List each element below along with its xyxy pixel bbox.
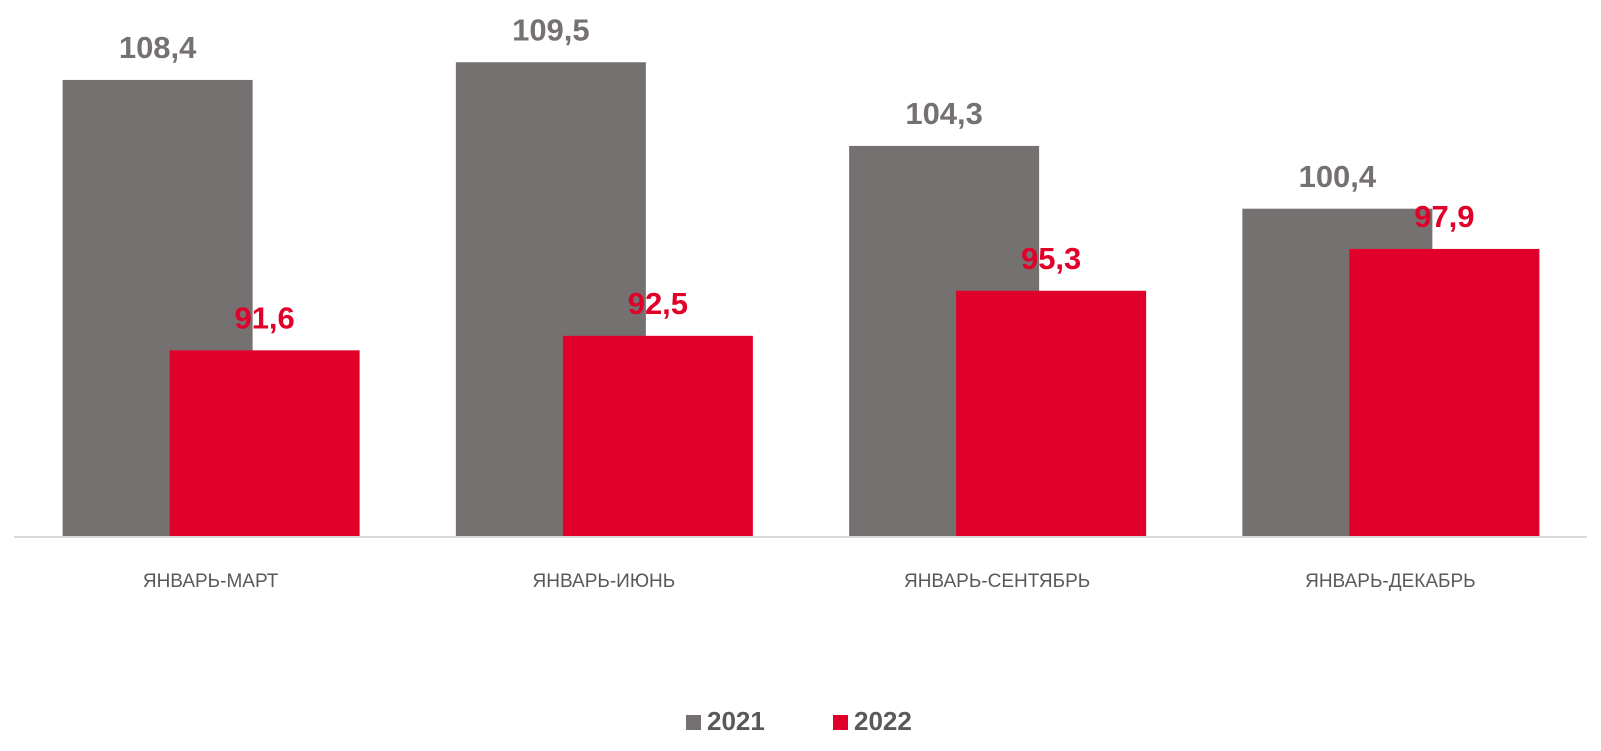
x-tick-label: ЯНВАРЬ-СЕНТЯБРЬ: [904, 571, 1090, 592]
value-label: 95,3: [1021, 241, 1081, 276]
legend-swatch: [833, 715, 848, 730]
value-label: 100,4: [1299, 159, 1377, 194]
value-label: 108,4: [119, 30, 197, 65]
bar: [956, 290, 1147, 537]
x-tick-label: ЯНВАРЬ-МАРТ: [143, 571, 279, 592]
value-label: 92,5: [628, 286, 688, 321]
x-tick-label: ЯНВАРЬ-ИЮНЬ: [533, 571, 676, 592]
value-label: 91,6: [234, 301, 294, 336]
bar: [562, 335, 753, 537]
x-tick-label: ЯНВАРЬ-ДЕКАБРЬ: [1305, 571, 1476, 592]
bar: [169, 350, 360, 537]
value-label: 97,9: [1414, 199, 1474, 234]
legend-swatch: [686, 715, 701, 730]
value-label: 109,5: [512, 12, 590, 47]
value-label: 104,3: [905, 96, 983, 131]
bar: [1349, 248, 1540, 537]
legend-label: 2021: [707, 706, 765, 736]
legend-label: 2022: [854, 706, 912, 736]
